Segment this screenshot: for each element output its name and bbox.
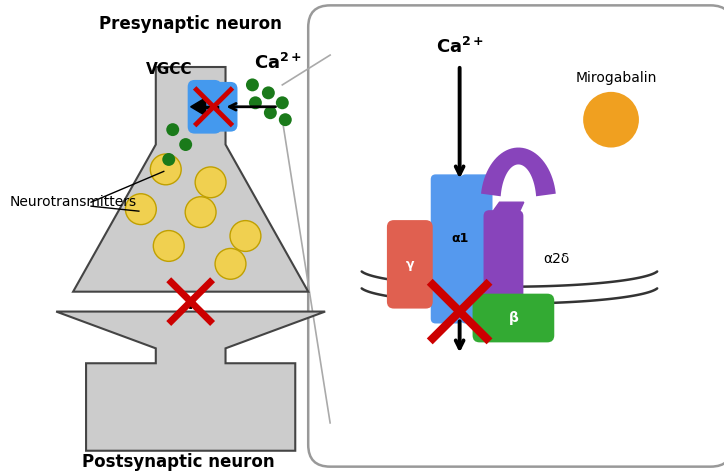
Text: VGCC: VGCC	[146, 62, 192, 77]
Circle shape	[153, 230, 184, 261]
Polygon shape	[56, 311, 325, 451]
Circle shape	[246, 78, 259, 91]
Circle shape	[276, 96, 289, 109]
FancyBboxPatch shape	[308, 5, 725, 466]
Circle shape	[195, 167, 226, 198]
Circle shape	[150, 154, 181, 185]
Polygon shape	[191, 98, 206, 116]
FancyBboxPatch shape	[387, 220, 433, 309]
Circle shape	[166, 123, 179, 136]
Text: α1: α1	[451, 232, 468, 246]
Circle shape	[583, 92, 639, 147]
Circle shape	[125, 194, 157, 225]
Circle shape	[230, 220, 261, 251]
FancyBboxPatch shape	[473, 294, 554, 342]
Polygon shape	[73, 67, 308, 292]
FancyBboxPatch shape	[460, 174, 492, 323]
Circle shape	[162, 153, 175, 166]
FancyBboxPatch shape	[431, 174, 463, 323]
Text: Presynaptic neuron: Presynaptic neuron	[99, 15, 282, 33]
Circle shape	[185, 197, 216, 228]
Circle shape	[279, 113, 291, 126]
FancyBboxPatch shape	[188, 80, 222, 134]
Text: γ: γ	[405, 258, 414, 271]
Text: $\mathbf{Ca^{2+}}$: $\mathbf{Ca^{2+}}$	[254, 53, 302, 73]
Circle shape	[262, 86, 275, 100]
Circle shape	[264, 106, 277, 119]
Polygon shape	[489, 202, 523, 216]
Circle shape	[215, 248, 246, 279]
Text: $\mathbf{Ca^{2+}}$: $\mathbf{Ca^{2+}}$	[436, 37, 484, 57]
Text: Mirogabalin: Mirogabalin	[576, 71, 657, 85]
Text: Neurotransmitters: Neurotransmitters	[9, 195, 136, 209]
Circle shape	[179, 138, 192, 151]
Circle shape	[249, 96, 262, 109]
FancyBboxPatch shape	[484, 210, 523, 301]
Text: α2δ: α2δ	[543, 252, 570, 266]
Text: Postsynaptic neuron: Postsynaptic neuron	[83, 453, 275, 471]
Text: β: β	[508, 310, 518, 325]
Polygon shape	[481, 147, 556, 196]
FancyBboxPatch shape	[204, 82, 238, 132]
